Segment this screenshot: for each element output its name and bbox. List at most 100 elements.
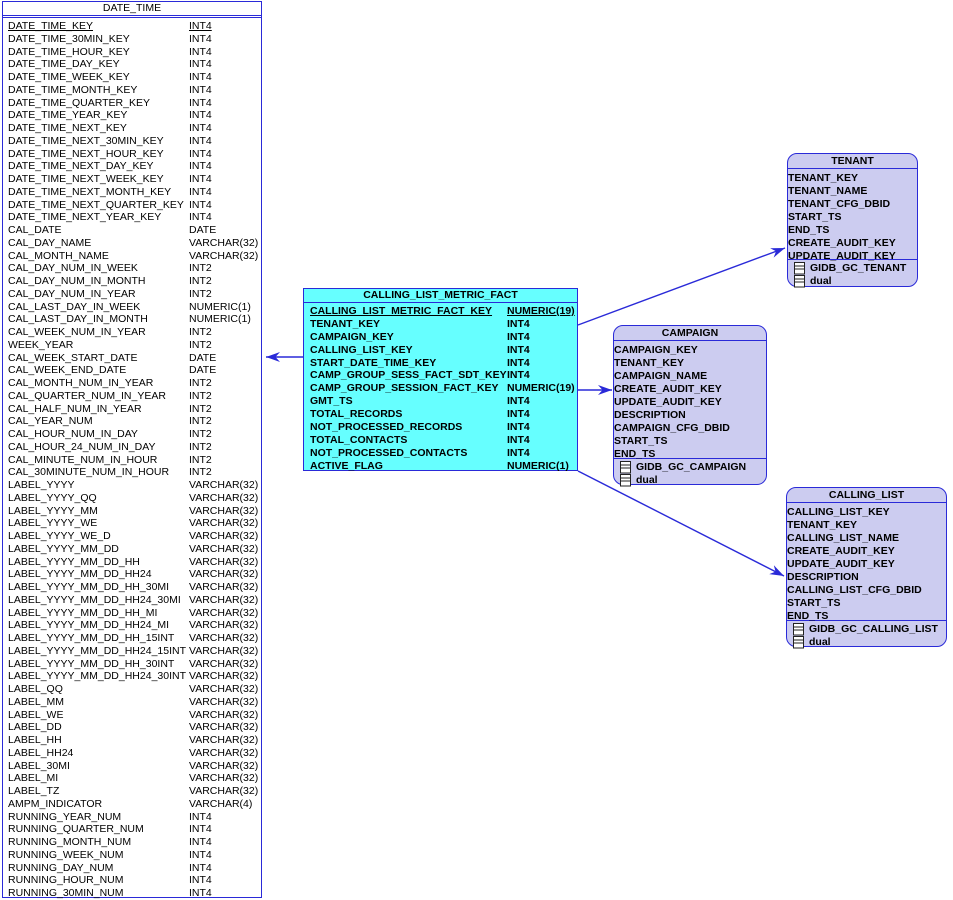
attribute-row[interactable]: LABEL_YYYY_MM_DD_HH VARCHAR(32) <box>3 556 261 569</box>
attribute-row[interactable]: UPDATE_AUDIT_KEY <box>614 396 766 409</box>
attribute-row[interactable]: TOTAL_RECORDS INT4 <box>304 408 577 421</box>
attribute-row[interactable]: CAL_LAST_DAY_IN_MONTH NUMERIC(1) <box>3 313 261 326</box>
attribute-row[interactable]: DATE_TIME_30MIN_KEY INT4 <box>3 33 261 46</box>
attribute-row[interactable]: CAL_DAY_NUM_IN_YEAR INT2 <box>3 288 261 301</box>
attribute-row[interactable]: CALLING_LIST_KEY <box>787 506 946 519</box>
entity-calling-list[interactable]: CALLING_LIST CALLING_LIST_KEY TENANT_KEY C… <box>786 487 947 649</box>
attribute-row[interactable]: LABEL_MI VARCHAR(32) <box>3 772 261 785</box>
attribute-row[interactable]: CREATE_AUDIT_KEY <box>788 237 917 250</box>
attribute-row[interactable]: TENANT_NAME <box>788 185 917 198</box>
attribute-row[interactable]: LABEL_DD VARCHAR(32) <box>3 721 261 734</box>
attribute-row[interactable]: ACTIVE_FLAG NUMERIC(1) <box>304 460 577 473</box>
attribute-row[interactable]: DATE_TIME_MONTH_KEY INT4 <box>3 84 261 97</box>
attribute-row[interactable]: LABEL_30MI VARCHAR(32) <box>3 760 261 773</box>
attribute-row[interactable]: NOT_PROCESSED_RECORDS INT4 <box>304 421 577 434</box>
attribute-row[interactable]: CAL_MINUTE_NUM_IN_HOUR INT2 <box>3 454 261 467</box>
attribute-row[interactable]: START_TS <box>787 597 946 610</box>
attribute-row[interactable]: RUNNING_HOUR_NUM INT4 <box>3 874 261 887</box>
attribute-row[interactable]: CAL_DATE DATE <box>3 224 261 237</box>
attribute-row[interactable]: LABEL_YYYY_MM_DD_HH_MI VARCHAR(32) <box>3 607 261 620</box>
attribute-row[interactable]: RUNNING_YEAR_NUM INT4 <box>3 811 261 824</box>
attribute-row[interactable]: CAL_MONTH_NUM_IN_YEAR INT2 <box>3 377 261 390</box>
entity-calling-list-metric-fact[interactable]: CALLING_LIST_METRIC_FACT CALLING_LIST_ME… <box>303 288 578 473</box>
attribute-row[interactable]: LABEL_YYYY_MM_DD_HH_15INT VARCHAR(32) <box>3 632 261 645</box>
attribute-row[interactable]: LABEL_YYYY_MM_DD_HH24_30INT VARCHAR(32) <box>3 670 261 683</box>
attribute-row[interactable]: DATE_TIME_QUARTER_KEY INT4 <box>3 97 261 110</box>
attribute-row[interactable]: RUNNING_DAY_NUM INT4 <box>3 862 261 875</box>
attribute-row[interactable]: CAL_WEEK_NUM_IN_YEAR INT2 <box>3 326 261 339</box>
attribute-row[interactable]: DATE_TIME_WEEK_KEY INT4 <box>3 71 261 84</box>
attribute-row[interactable]: RUNNING_QUARTER_NUM INT4 <box>3 823 261 836</box>
attribute-row[interactable]: CAL_WEEK_END_DATE DATE <box>3 364 261 377</box>
attribute-row[interactable]: DATE_TIME_NEXT_30MIN_KEY INT4 <box>3 135 261 148</box>
attribute-row[interactable]: TENANT_KEY <box>787 519 946 532</box>
attribute-row[interactable]: CAMPAIGN_CFG_DBID <box>614 422 766 435</box>
attribute-row[interactable]: CAMPAIGN_NAME <box>614 370 766 383</box>
relationship-fact-to-calling-list[interactable] <box>577 470 785 577</box>
attribute-row[interactable]: CALLING_LIST_CFG_DBID <box>787 584 946 597</box>
attribute-row[interactable]: END_TS <box>787 610 946 623</box>
source-table-item[interactable]: dual <box>620 474 766 487</box>
attribute-row[interactable]: LABEL_YYYY_MM_DD_HH24_30MI VARCHAR(32) <box>3 594 261 607</box>
source-table-item[interactable]: dual <box>794 275 917 288</box>
attribute-row[interactable]: DATE_TIME_YEAR_KEY INT4 <box>3 109 261 122</box>
attribute-row[interactable]: DESCRIPTION <box>787 571 946 584</box>
attribute-row[interactable]: LABEL_YYYY_MM_DD_HH_30INT VARCHAR(32) <box>3 658 261 671</box>
attribute-row[interactable]: END_TS <box>614 448 766 461</box>
attribute-row[interactable]: TOTAL_CONTACTS INT4 <box>304 434 577 447</box>
attribute-row[interactable]: CAL_QUARTER_NUM_IN_YEAR INT2 <box>3 390 261 403</box>
entity-campaign[interactable]: CAMPAIGN CAMPAIGN_KEY TENANT_KEY CAMPAIGN_… <box>613 325 767 487</box>
relationship-fact-to-tenant[interactable] <box>577 247 786 326</box>
attribute-row[interactable]: START_DATE_TIME_KEY INT4 <box>304 357 577 370</box>
attribute-row[interactable]: CAMPAIGN_KEY <box>614 344 766 357</box>
attribute-row[interactable]: DATE_TIME_DAY_KEY INT4 <box>3 58 261 71</box>
attribute-row[interactable]: CAL_YEAR_NUM INT2 <box>3 415 261 428</box>
attribute-row[interactable]: CAL_DAY_NUM_IN_MONTH INT2 <box>3 275 261 288</box>
attribute-row[interactable]: LABEL_YYYY_WE VARCHAR(32) <box>3 517 261 530</box>
attribute-row[interactable]: LABEL_HH VARCHAR(32) <box>3 734 261 747</box>
attribute-row[interactable]: UPDATE_AUDIT_KEY <box>787 558 946 571</box>
attribute-row[interactable]: TENANT_CFG_DBID <box>788 198 917 211</box>
attribute-row[interactable]: CAL_HOUR_24_NUM_IN_DAY INT2 <box>3 441 261 454</box>
attribute-row[interactable]: LABEL_QQ VARCHAR(32) <box>3 683 261 696</box>
attribute-row[interactable]: DATE_TIME_HOUR_KEY INT4 <box>3 46 261 59</box>
attribute-row[interactable]: LABEL_WE VARCHAR(32) <box>3 709 261 722</box>
attribute-row[interactable]: DATE_TIME_NEXT_WEEK_KEY INT4 <box>3 173 261 186</box>
entity-date-time[interactable]: DATE_TIME DATE_TIME_KEY INT4 DATE_TIME_30M… <box>2 1 262 899</box>
attribute-row[interactable]: CAL_LAST_DAY_IN_WEEK NUMERIC(1) <box>3 301 261 314</box>
attribute-row[interactable]: LABEL_YYYY_MM_DD_HH24_MI VARCHAR(32) <box>3 619 261 632</box>
attribute-row[interactable]: LABEL_YYYY_QQ VARCHAR(32) <box>3 492 261 505</box>
attribute-row[interactable]: WEEK_YEAR INT2 <box>3 339 261 352</box>
attribute-row[interactable]: CAL_DAY_NAME VARCHAR(32) <box>3 237 261 250</box>
attribute-row[interactable]: LABEL_YYYY_MM_DD_HH24 VARCHAR(32) <box>3 568 261 581</box>
attribute-row[interactable]: RUNNING_WEEK_NUM INT4 <box>3 849 261 862</box>
attribute-row[interactable]: UPDATE_AUDIT_KEY <box>788 250 917 263</box>
attribute-row[interactable]: TENANT_KEY <box>614 357 766 370</box>
attribute-row[interactable]: CALLING_LIST_NAME <box>787 532 946 545</box>
attribute-row[interactable]: GMT_TS INT4 <box>304 395 577 408</box>
attribute-row[interactable]: DATE_TIME_NEXT_DAY_KEY INT4 <box>3 160 261 173</box>
attribute-row[interactable]: CAL_HOUR_NUM_IN_DAY INT2 <box>3 428 261 441</box>
attribute-row[interactable]: LABEL_YYYY VARCHAR(32) <box>3 479 261 492</box>
attribute-row[interactable]: LABEL_YYYY_MM_DD_HH24_15INT VARCHAR(32) <box>3 645 261 658</box>
attribute-row[interactable]: CAMPAIGN_KEY INT4 <box>304 331 577 344</box>
attribute-row[interactable]: CREATE_AUDIT_KEY <box>787 545 946 558</box>
attribute-row[interactable]: LABEL_YYYY_MM VARCHAR(32) <box>3 505 261 518</box>
attribute-row[interactable]: CALLING_LIST_METRIC_FACT_KEY NUMERIC(19) <box>304 305 577 318</box>
attribute-row[interactable]: DATE_TIME_NEXT_MONTH_KEY INT4 <box>3 186 261 199</box>
attribute-row[interactable]: RUNNING_MONTH_NUM INT4 <box>3 836 261 849</box>
attribute-row[interactable]: AMPM_INDICATOR VARCHAR(4) <box>3 798 261 811</box>
source-table-item[interactable]: dual <box>793 636 946 649</box>
attribute-row[interactable]: TENANT_KEY <box>788 172 917 185</box>
attribute-row[interactable]: DATE_TIME_NEXT_KEY INT4 <box>3 122 261 135</box>
attribute-row[interactable]: LABEL_TZ VARCHAR(32) <box>3 785 261 798</box>
attribute-row[interactable]: TENANT_KEY INT4 <box>304 318 577 331</box>
attribute-row[interactable]: LABEL_MM VARCHAR(32) <box>3 696 261 709</box>
attribute-row[interactable]: DATE_TIME_NEXT_YEAR_KEY INT4 <box>3 211 261 224</box>
attribute-row[interactable]: LABEL_YYYY_MM_DD_HH_30MI VARCHAR(32) <box>3 581 261 594</box>
attribute-row[interactable]: NOT_PROCESSED_CONTACTS INT4 <box>304 447 577 460</box>
attribute-row[interactable]: END_TS <box>788 224 917 237</box>
attribute-row[interactable]: DATE_TIME_NEXT_QUARTER_KEY INT4 <box>3 199 261 212</box>
attribute-row[interactable]: START_TS <box>614 435 766 448</box>
attribute-row[interactable]: CALLING_LIST_KEY INT4 <box>304 344 577 357</box>
